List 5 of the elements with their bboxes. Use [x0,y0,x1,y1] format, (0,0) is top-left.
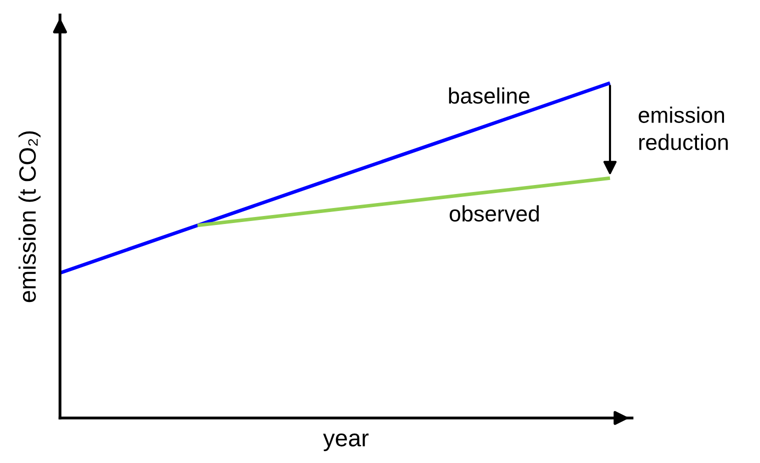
series-label: observed [450,205,539,222]
y-axis-title: emission (t CO₂) [18,131,41,302]
series-label: baseline [449,87,530,104]
text: emission reduction [638,106,728,150]
x-axis-title: year [323,434,369,452]
